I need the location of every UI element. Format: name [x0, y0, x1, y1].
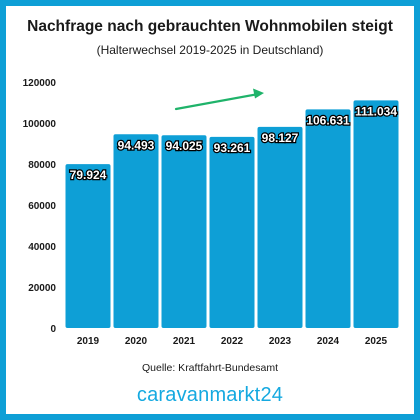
chart-card: Nachfrage nach gebrauchten Wohnmobilen s…	[6, 6, 414, 414]
bar-value-label: 106.631	[306, 113, 350, 127]
trend-arrowhead-icon	[253, 88, 264, 99]
x-tick-label: 2021	[173, 336, 196, 347]
chart-title: Nachfrage nach gebrauchten Wohnmobilen s…	[27, 18, 393, 35]
x-tick-label: 2023	[269, 336, 292, 347]
bar-2021	[161, 135, 207, 328]
bar-value-label: 111.034	[355, 104, 397, 118]
bar-value-label: 79.924	[70, 168, 107, 182]
y-tick-label: 80000	[28, 160, 56, 171]
bar-value-label: 94.025	[166, 139, 203, 153]
x-tick-label: 2022	[221, 336, 244, 347]
x-tick-label: 2025	[365, 336, 388, 347]
bar-2025	[353, 100, 399, 328]
trend-arrow-icon	[174, 92, 260, 111]
y-tick-label: 60000	[28, 201, 56, 212]
y-tick-label: 0	[50, 324, 56, 335]
y-tick-label: 40000	[28, 242, 56, 253]
bar-chart: 0 20000 40000 60000 80000 100000 120000 79.924 2…	[23, 78, 399, 347]
y-tick-label: 120000	[23, 78, 57, 89]
y-tick-label: 100000	[23, 119, 57, 130]
brand-logo: caravanmarkt24	[136, 384, 284, 406]
bar-2024	[305, 109, 351, 328]
bar-2022	[209, 136, 255, 328]
bar-value-label: 93.261	[214, 141, 251, 155]
x-tick-label: 2020	[125, 336, 148, 347]
source-note: Quelle: Kraftfahrt-Bundesamt	[142, 362, 278, 374]
y-tick-label: 20000	[28, 283, 56, 294]
x-tick-label: 2019	[77, 336, 100, 347]
bar-value-label: 94.493	[118, 138, 155, 152]
chart-subtitle: (Halterwechsel 2019-2025 in Deutschland)	[96, 43, 324, 57]
bar-value-label: 98.127	[262, 131, 299, 145]
bar-2020	[113, 134, 159, 328]
x-tick-label: 2024	[317, 336, 340, 347]
bar-2019	[65, 164, 111, 328]
bar-2023	[257, 126, 303, 328]
